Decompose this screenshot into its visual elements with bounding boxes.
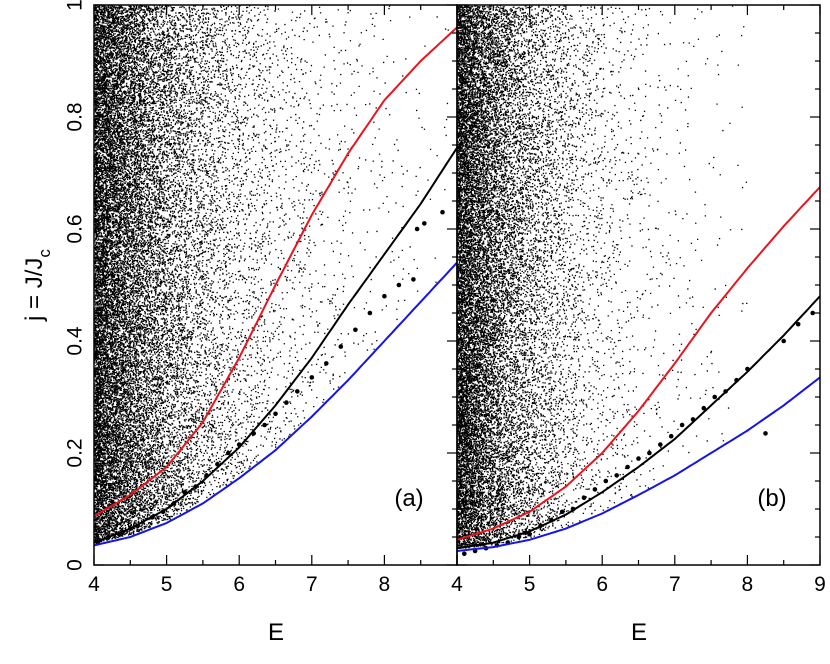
highlighted-point	[763, 431, 768, 436]
highlighted-point	[647, 450, 652, 456]
y-tick-label: 0.4	[64, 326, 87, 356]
highlighted-point	[614, 473, 619, 478]
panel-label-a: (a)	[394, 485, 423, 512]
highlighted-point	[701, 405, 707, 411]
panel-label-b: (b)	[757, 485, 786, 512]
highlighted-point	[324, 361, 329, 366]
x-tick-label: 7	[306, 573, 318, 596]
background-scatter-points	[457, 5, 748, 549]
x-tick-label: 9	[814, 573, 826, 596]
highlighted-point	[226, 450, 231, 456]
highlighted-point	[560, 509, 565, 515]
highlighted-point	[367, 310, 373, 316]
highlighted-point	[810, 310, 815, 316]
highlighted-point	[712, 394, 717, 400]
highlighted-point	[414, 226, 420, 232]
highlighted-point	[581, 495, 587, 501]
highlighted-point	[411, 277, 416, 282]
highlighted-point	[338, 344, 344, 349]
highlighted-point	[795, 321, 801, 327]
highlighted-point	[273, 411, 278, 417]
upper-curve-red	[94, 26, 457, 518]
x-tick-label: 6	[233, 573, 245, 596]
highlighted-point	[781, 338, 786, 344]
y-tick-label: 1	[64, 0, 87, 11]
highlighted-point	[625, 464, 630, 470]
highlighted-point	[603, 478, 609, 484]
highlighted-point	[396, 282, 402, 288]
y-tick-label: 0	[64, 559, 87, 571]
highlighted-point	[658, 442, 663, 447]
panel-a: 4 5 6 7 8 0 0.2 0.4 0.6 0.8 1	[64, 0, 458, 596]
highlighted-point	[262, 422, 267, 428]
background-scatter-points	[94, 5, 449, 544]
middle-curve-black	[457, 295, 820, 550]
panel-b: 4 5 6 7 8 9	[451, 4, 826, 596]
y-axis-label: j = J/Jc	[21, 249, 54, 322]
highlighted-point	[422, 221, 427, 226]
highlighted-point	[382, 293, 387, 299]
highlighted-point	[668, 433, 674, 439]
x-axis-label-a: E	[268, 619, 284, 646]
y-tick-label: 0.6	[64, 214, 87, 243]
x-tick-label: 8	[379, 573, 391, 596]
highlighted-point	[527, 531, 532, 537]
x-tick-label: 4	[88, 573, 100, 596]
x-tick-label: 6	[596, 573, 608, 596]
y-tick-label: 0.2	[64, 438, 87, 467]
x-tick-label: 5	[524, 573, 536, 596]
upper-curve-red	[457, 186, 820, 541]
highlighted-point	[592, 487, 598, 492]
middle-curve-black	[94, 147, 457, 544]
y-tick-label: 0.8	[64, 102, 87, 131]
highlighted-point	[295, 389, 300, 394]
highlighted-point	[636, 456, 641, 461]
highlighted-point	[284, 400, 289, 405]
lower-curve-blue	[94, 261, 457, 547]
lower-curve-blue	[457, 376, 820, 552]
x-tick-label: 8	[742, 573, 754, 596]
highlighted-point	[679, 422, 685, 428]
highlighted-point	[440, 209, 445, 215]
x-tick-label: 7	[669, 573, 681, 596]
highlighted-point	[309, 375, 315, 380]
x-axis-label-b: E	[631, 619, 647, 646]
x-tick-label: 5	[161, 573, 173, 596]
x-tick-label: 4	[451, 573, 463, 596]
highlighted-point	[462, 551, 467, 557]
highlighted-point	[353, 327, 358, 333]
